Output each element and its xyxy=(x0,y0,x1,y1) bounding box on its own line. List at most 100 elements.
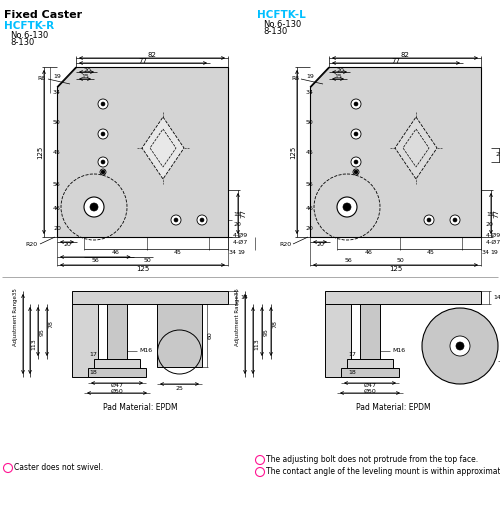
Circle shape xyxy=(174,218,178,222)
Bar xyxy=(360,304,380,359)
Text: 45: 45 xyxy=(427,249,435,255)
Text: 125: 125 xyxy=(290,145,296,159)
Text: 50: 50 xyxy=(144,258,151,263)
Text: 15: 15 xyxy=(334,75,342,79)
Text: 19: 19 xyxy=(238,249,246,255)
Circle shape xyxy=(98,129,108,139)
Circle shape xyxy=(84,197,104,217)
Bar xyxy=(72,304,98,377)
Text: 1: 1 xyxy=(6,466,10,471)
Text: 95: 95 xyxy=(264,328,268,336)
Text: 45: 45 xyxy=(174,249,182,255)
Circle shape xyxy=(171,215,181,225)
Circle shape xyxy=(422,308,498,384)
Circle shape xyxy=(256,456,264,465)
Text: M16: M16 xyxy=(392,348,405,354)
Text: 8-130: 8-130 xyxy=(263,27,287,36)
Text: Caster does not swivel.: Caster does not swivel. xyxy=(14,464,103,473)
Text: R20: R20 xyxy=(26,242,38,247)
Text: 34: 34 xyxy=(228,249,236,255)
Bar xyxy=(325,304,351,377)
Polygon shape xyxy=(57,67,228,237)
Text: R20: R20 xyxy=(279,242,291,247)
Text: 17: 17 xyxy=(89,352,97,358)
Text: 46: 46 xyxy=(365,249,373,255)
Circle shape xyxy=(351,157,361,167)
Circle shape xyxy=(453,218,457,222)
Text: 125: 125 xyxy=(37,145,43,159)
Circle shape xyxy=(354,132,358,136)
Text: 4-Ø9: 4-Ø9 xyxy=(486,232,500,237)
Text: Ø47: Ø47 xyxy=(110,382,124,387)
Bar xyxy=(157,304,202,367)
Text: 56: 56 xyxy=(92,258,99,263)
Text: 8-130: 8-130 xyxy=(10,38,34,47)
Circle shape xyxy=(100,169,106,175)
Text: 14: 14 xyxy=(493,295,500,300)
Text: 34: 34 xyxy=(306,90,314,95)
Text: 20: 20 xyxy=(83,68,91,73)
Bar xyxy=(72,291,228,304)
Text: Pad Material: EPDM: Pad Material: EPDM xyxy=(102,402,178,412)
Text: 78: 78 xyxy=(272,320,278,328)
Polygon shape xyxy=(310,67,481,237)
Text: 45: 45 xyxy=(306,149,314,155)
Text: 15: 15 xyxy=(81,75,89,79)
Text: 19: 19 xyxy=(306,75,314,79)
Text: 2: 2 xyxy=(258,458,262,463)
Text: 25: 25 xyxy=(176,385,184,390)
Text: 95: 95 xyxy=(40,328,44,336)
Text: 82: 82 xyxy=(400,52,409,58)
Circle shape xyxy=(424,215,434,225)
Text: 15: 15 xyxy=(233,213,241,218)
Text: 77: 77 xyxy=(138,58,147,64)
Text: 20: 20 xyxy=(53,227,61,231)
Polygon shape xyxy=(142,117,184,179)
Circle shape xyxy=(90,203,98,211)
Bar xyxy=(325,291,481,304)
Text: HCFTK-R: HCFTK-R xyxy=(4,21,54,31)
Text: 4-Ø7: 4-Ø7 xyxy=(486,239,500,244)
Text: No.6-130: No.6-130 xyxy=(10,31,48,40)
Circle shape xyxy=(197,215,207,225)
Text: Adjustment Range35: Adjustment Range35 xyxy=(236,288,240,346)
Text: 34: 34 xyxy=(53,90,61,95)
Text: 20: 20 xyxy=(63,242,71,247)
Text: Pad Material: EPDM: Pad Material: EPDM xyxy=(356,402,430,412)
Text: R6: R6 xyxy=(291,76,299,80)
Circle shape xyxy=(354,102,358,106)
Text: 82: 82 xyxy=(148,52,156,58)
Text: 125: 125 xyxy=(389,266,402,272)
Text: R6: R6 xyxy=(38,76,46,80)
Circle shape xyxy=(256,468,264,477)
Text: Fixed Caster: Fixed Caster xyxy=(4,10,82,20)
Bar xyxy=(88,368,146,377)
Text: 18: 18 xyxy=(89,370,97,375)
Circle shape xyxy=(4,464,13,473)
Circle shape xyxy=(101,170,105,174)
Circle shape xyxy=(354,170,358,174)
Circle shape xyxy=(450,336,470,356)
Text: 56: 56 xyxy=(53,182,61,187)
Text: 125: 125 xyxy=(136,266,149,272)
Text: 50: 50 xyxy=(306,121,314,126)
Text: 34: 34 xyxy=(481,249,489,255)
Bar xyxy=(94,359,140,368)
Text: 14: 14 xyxy=(240,295,248,300)
Text: M16: M16 xyxy=(139,348,152,354)
Bar xyxy=(347,359,393,368)
Text: 45: 45 xyxy=(53,149,61,155)
Text: 46: 46 xyxy=(306,207,314,212)
Circle shape xyxy=(98,157,108,167)
Text: 78: 78 xyxy=(48,320,54,328)
Text: The contact angle of the leveling mount is within approximately ±1.0°: The contact angle of the leveling mount … xyxy=(266,468,500,477)
Text: 20: 20 xyxy=(486,223,494,227)
Text: 56: 56 xyxy=(306,182,314,187)
Polygon shape xyxy=(395,117,437,179)
Text: 50: 50 xyxy=(53,121,61,126)
Text: 3: 3 xyxy=(258,470,262,475)
Circle shape xyxy=(200,218,204,222)
Text: 25: 25 xyxy=(495,153,500,158)
Text: 77: 77 xyxy=(493,209,499,218)
Circle shape xyxy=(98,99,108,109)
